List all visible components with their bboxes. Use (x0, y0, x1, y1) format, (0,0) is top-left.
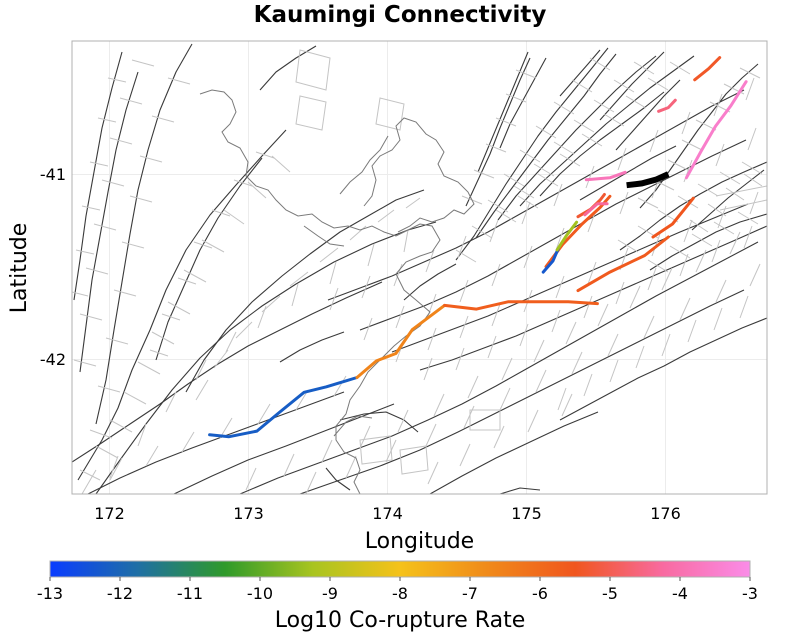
corupture-section (651, 196, 695, 239)
source-fault-layer (626, 171, 670, 189)
colorbar-tick-label: -9 (322, 584, 338, 603)
y-tick-label: -41 (40, 165, 66, 184)
source-fault (626, 171, 670, 189)
colorbar-tick-label: -7 (462, 584, 478, 603)
gridlines (72, 41, 767, 494)
x-tick-label: 175 (511, 504, 542, 523)
corupture-section (355, 303, 446, 379)
x-axis-label: Longitude (365, 529, 474, 554)
colorbar-tick-label: -8 (392, 584, 408, 603)
rupture-sections (72, 49, 767, 494)
corupture-section (584, 170, 627, 182)
colorbar-tick-label: -6 (532, 584, 548, 603)
x-tick-label: 172 (94, 504, 125, 523)
corupture-section (208, 376, 359, 439)
colorbar (49, 560, 751, 578)
corupture-section (693, 56, 722, 82)
map-title: Kaumingi Connectivity (253, 2, 547, 28)
x-tick-label: 174 (372, 504, 403, 523)
plot-area (72, 41, 767, 494)
colorbar-tick-label: -10 (247, 584, 273, 603)
colorbar-tick-label: -5 (602, 584, 618, 603)
colorbar-label: Log10 Co-rupture Rate (275, 608, 526, 633)
corupture-section (684, 80, 748, 180)
corupture-section (541, 246, 560, 274)
corupture-section (583, 202, 609, 217)
colorbar-tick-label: -3 (742, 584, 758, 603)
x-tick-label: 176 (650, 504, 681, 523)
corupture-section (555, 220, 579, 252)
colorbar-tick-label: -11 (177, 584, 203, 603)
x-tick-label: 173 (233, 504, 264, 523)
corupture-sections (208, 56, 748, 439)
y-axis-label: Latitude (7, 223, 32, 314)
fault-traces (72, 43, 767, 494)
corupture-section (657, 98, 677, 113)
corupture-section (576, 235, 670, 293)
colorbar-tick-label: -12 (107, 584, 133, 603)
coastline (199, 89, 475, 494)
corupture-section (443, 300, 599, 311)
colorbar-tick-label: -4 (672, 584, 688, 603)
colorbar-tick-label: -13 (37, 584, 63, 603)
colorbar-ticks: -13 -12 -11 -10 -9 -8 -7 -6 -5 -4 -3 (37, 577, 758, 603)
plot-frame (71, 40, 768, 495)
y-tick-label: -42 (40, 350, 66, 369)
